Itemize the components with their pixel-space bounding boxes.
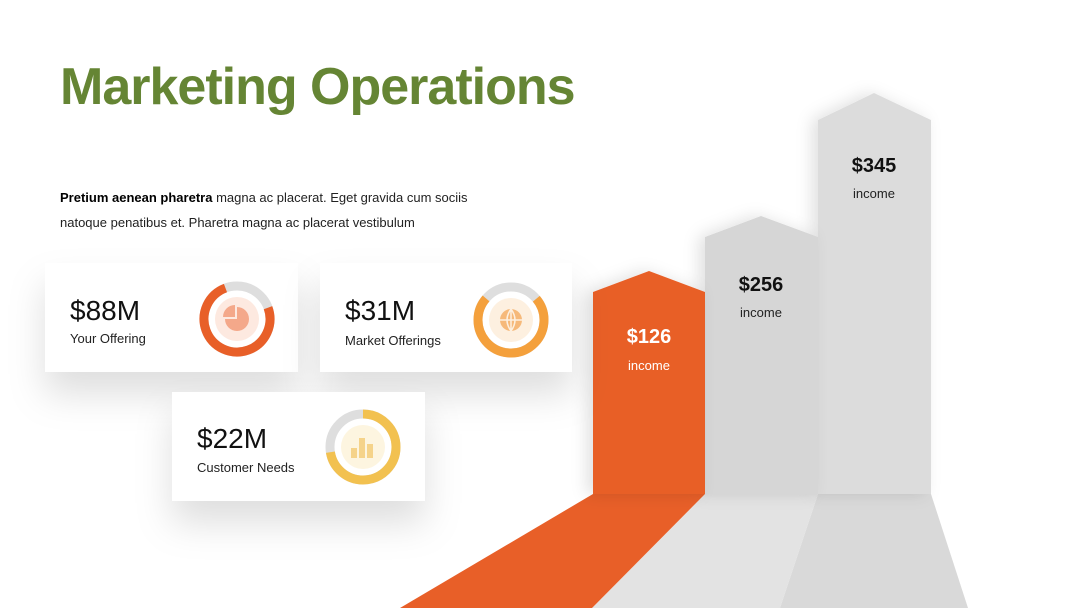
- step-base: [592, 494, 818, 608]
- icon: [367, 444, 373, 458]
- intro-line: natoque penatibus et. Pharetra magna ac …: [60, 215, 415, 230]
- intro-bold: Pretium aenean pharetra: [60, 190, 213, 205]
- donut-arc: [199, 281, 275, 357]
- step-value: $126: [627, 326, 672, 348]
- card-value: $22M: [197, 423, 267, 454]
- icon: [225, 307, 249, 331]
- card-label: Market Offerings: [345, 333, 441, 348]
- card-label: Your Offering: [70, 331, 146, 346]
- step-column: [705, 216, 818, 494]
- step-label: income: [628, 358, 670, 373]
- intro-text: magna ac placerat. Eget gravida cum soci…: [212, 190, 468, 205]
- donut-arc: [325, 409, 401, 485]
- icon: [223, 305, 235, 317]
- step-label: income: [740, 305, 782, 320]
- icon: [359, 438, 365, 458]
- step-label: income: [853, 186, 895, 201]
- step-value: $345: [852, 155, 897, 177]
- intro-line: Pretium aenean pharetra magna ac placera…: [60, 190, 468, 205]
- icon: [500, 308, 522, 332]
- step-value: $256: [739, 274, 784, 296]
- step-column: [593, 271, 705, 494]
- step-base: [780, 494, 968, 608]
- title: Marketing Operations: [60, 58, 575, 116]
- card-value: $88M: [70, 295, 140, 326]
- card-label: Customer Needs: [197, 460, 295, 475]
- step-base: [400, 494, 705, 608]
- icon: [351, 448, 357, 458]
- donut-arc: [473, 282, 549, 358]
- card-value: $31M: [345, 295, 415, 326]
- step-column: [818, 93, 931, 494]
